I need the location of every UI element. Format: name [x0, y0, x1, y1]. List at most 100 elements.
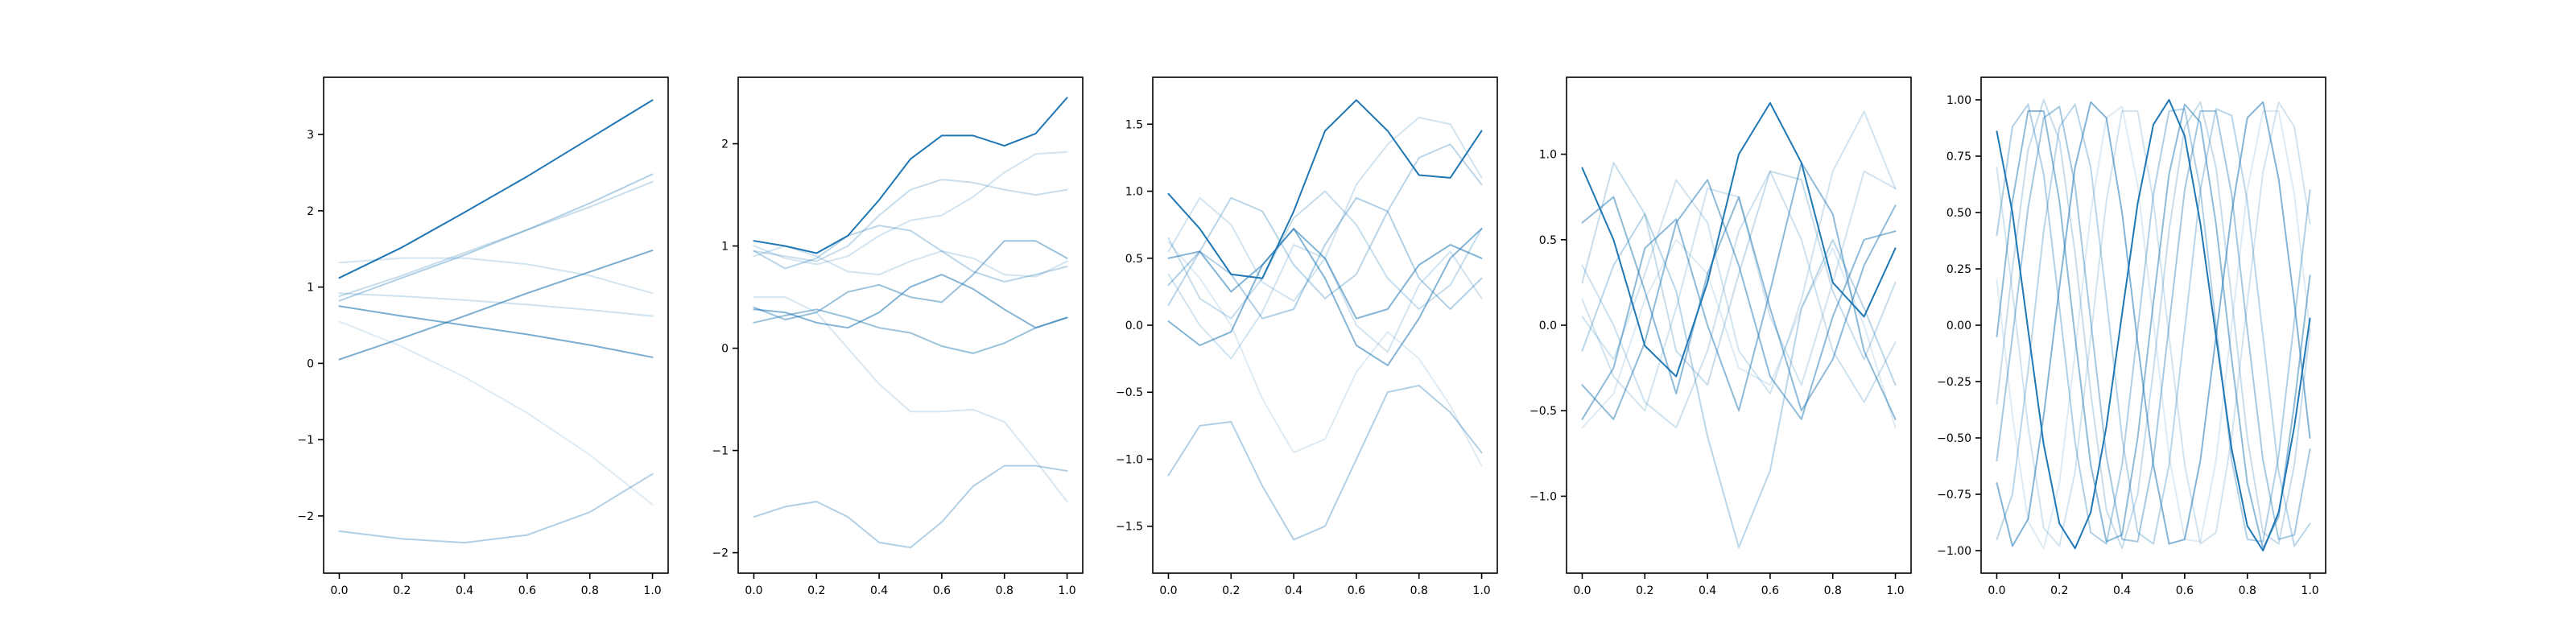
series-line-3: [1581, 179, 1897, 420]
series-line-10: [1167, 384, 1483, 541]
series-group: [338, 99, 654, 544]
series-line-3: [1996, 103, 2311, 550]
y-tick-label: −1.00: [1937, 545, 1971, 558]
series-line-3: [1167, 143, 1483, 306]
series-line-1: [1996, 99, 2311, 551]
series-line-2: [753, 179, 1068, 262]
y-tick-label: 2: [307, 205, 314, 218]
series-line-2: [1996, 101, 2311, 547]
series-group: [1581, 101, 1897, 549]
series-line-5: [1581, 162, 1897, 386]
series-line-7: [1581, 170, 1897, 429]
x-tick-label: 0.2: [1222, 584, 1240, 597]
chart-panel-5: 0.0 0.2 0.4 0.6 0.8 1.0 −1.00 −0.75 −0.50 −0.25 0.…: [1937, 76, 2326, 597]
y-tick-label: 0: [721, 343, 729, 356]
x-tick-label: 0.8: [996, 584, 1013, 597]
x-tick-label: 0.0: [745, 584, 762, 597]
x-tick-label: 0.4: [870, 584, 888, 597]
y-tick-label: 0.5: [1539, 234, 1557, 247]
x-tick-label: 0.6: [933, 584, 951, 597]
y-tick-label: 0.25: [1946, 263, 1971, 276]
series-line-5: [1167, 228, 1483, 320]
y-tick-label: 1.5: [1125, 118, 1143, 131]
series-line-7: [1996, 99, 2311, 550]
x-tick-label: 1.0: [2301, 584, 2318, 597]
series-line-4: [753, 225, 1068, 283]
series-line-2: [338, 173, 654, 302]
x-tick-label: 0.4: [456, 584, 473, 597]
series-line-9: [1167, 241, 1483, 467]
series-line-6: [338, 250, 654, 361]
x-tick-label: 0.0: [1573, 584, 1591, 597]
y-tick-label: 0.50: [1946, 207, 1971, 220]
series-line-5: [338, 305, 654, 358]
y-tick-label: 0.00: [1946, 320, 1971, 332]
x-tick-label: 0.8: [1824, 584, 1842, 597]
series-group: [1996, 99, 2311, 551]
series-line-8: [1167, 196, 1483, 320]
series-line-1: [753, 97, 1068, 254]
x-tick-label: 0.0: [1988, 584, 2005, 597]
y-tick-label: 0.5: [1125, 253, 1143, 266]
x-tick-label: 0.6: [2176, 584, 2194, 597]
series-line-5: [753, 245, 1068, 278]
y-tick-label: 0: [307, 357, 314, 370]
y-tick-label: 3: [307, 129, 314, 142]
series-line-9: [338, 473, 654, 544]
y-tick-label: −0.5: [1530, 405, 1557, 418]
y-tick-label: 1.0: [1125, 186, 1143, 199]
x-tick-label: 0.4: [1699, 584, 1716, 597]
y-tick-label: 1.0: [1539, 149, 1557, 162]
x-tick-label: 0.8: [2239, 584, 2256, 597]
series-line-1: [1581, 101, 1897, 378]
series-line-6: [1167, 228, 1483, 366]
x-tick-label: 0.2: [1636, 584, 1653, 597]
series-line-8: [753, 308, 1068, 354]
x-tick-label: 0.4: [1285, 584, 1302, 597]
chart-panel-3: 0.0 0.2 0.4 0.6 0.8 1.0 −1.5 −1.0 −0.5 0.0 0.5 1.0 1…: [1116, 76, 1498, 597]
x-tick-label: 0.6: [1761, 584, 1779, 597]
x-tick-label: 0.6: [1348, 584, 1365, 597]
series-group: [1167, 99, 1483, 541]
series-line-8: [1996, 105, 2311, 550]
chart-panel-2: 0.0 0.2 0.4 0.6 0.8 1.0 −2 −1 0 1 2: [712, 76, 1084, 597]
x-tick-label: 1.0: [1472, 584, 1490, 597]
y-tick-label: 1.00: [1946, 94, 1971, 107]
x-tick-label: 0.2: [807, 584, 825, 597]
y-tick-label: −0.25: [1937, 376, 1971, 389]
x-tick-label: 1.0: [1886, 584, 1904, 597]
x-tick-label: 0.4: [2113, 584, 2131, 597]
series-line-4: [338, 257, 654, 295]
x-tick-label: 0.8: [581, 584, 599, 597]
x-tick-label: 0.6: [518, 584, 536, 597]
series-line-3: [753, 151, 1068, 266]
axes-frame: [737, 76, 1084, 574]
y-tick-label: −0.75: [1937, 489, 1971, 502]
y-tick-label: −0.50: [1937, 432, 1971, 445]
x-tick-label: 0.0: [1159, 584, 1177, 597]
y-tick-label: −1.0: [1530, 490, 1557, 503]
x-tick-label: 1.0: [1058, 584, 1075, 597]
series-line-9: [1581, 110, 1897, 394]
series-line-4: [1581, 162, 1897, 420]
series-line-9: [753, 296, 1068, 503]
y-tick-label: −1: [712, 445, 729, 458]
series-line-7: [338, 292, 654, 317]
y-tick-label: −1.5: [1116, 521, 1143, 534]
y-tick-label: 0.0: [1539, 320, 1557, 332]
series-line-10: [1581, 238, 1897, 429]
y-tick-label: 1: [721, 241, 729, 254]
y-tick-label: −1.0: [1116, 453, 1143, 466]
series-group: [753, 97, 1068, 549]
x-tick-label: 0.8: [1410, 584, 1428, 597]
y-tick-label: 0.0: [1125, 320, 1143, 332]
y-tick-label: −2: [712, 547, 729, 560]
series-line-5: [1996, 103, 2311, 547]
series-line-6: [753, 240, 1068, 320]
y-tick-label: −0.5: [1116, 386, 1143, 399]
chart-panel-4: 0.0 0.2 0.4 0.6 0.8 1.0 −1.0 −0.5 0.0 0.5 1.0: [1530, 76, 1912, 597]
series-line-10: [753, 464, 1068, 549]
y-tick-label: −1: [297, 434, 314, 447]
axes-frame: [323, 76, 669, 574]
